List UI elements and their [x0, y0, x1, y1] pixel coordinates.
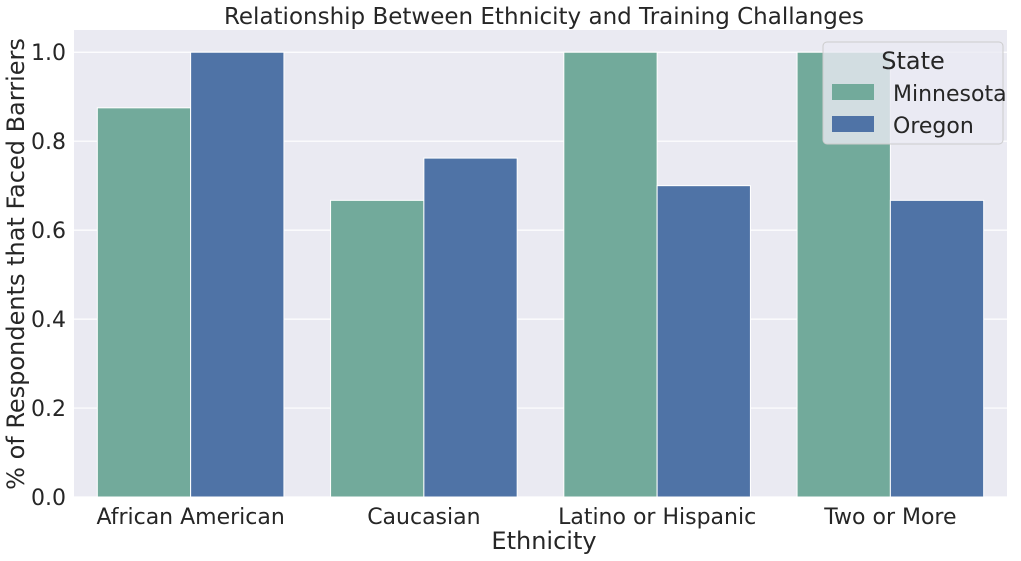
x-tick-label: African American — [96, 505, 284, 530]
y-tick-label: 0.2 — [31, 397, 66, 422]
y-tick-label: 1.0 — [31, 41, 66, 66]
legend-swatch-minnesota — [832, 84, 874, 100]
x-axis-label: Ethnicity — [491, 527, 596, 555]
bar-minnesota-0 — [96, 107, 192, 498]
y-axis-ticks: 0.0 0.2 0.4 0.6 0.8 1.0 — [31, 41, 66, 511]
bars — [96, 51, 985, 498]
x-axis-ticks: African American Caucasian Latino or Hispa… — [96, 505, 956, 530]
y-axis-label: % of Respondents that Faced Barriers — [2, 38, 30, 490]
bar-minnesota-2 — [563, 51, 658, 498]
y-tick-label: 0.0 — [31, 486, 66, 511]
bar-oregon-2 — [656, 185, 751, 498]
legend-label-oregon: Oregon — [893, 114, 974, 139]
y-tick-label: 0.4 — [31, 308, 66, 333]
legend-swatch-oregon — [832, 116, 874, 132]
bar-oregon-1 — [423, 157, 518, 498]
bar-oregon-3 — [889, 199, 985, 498]
x-tick-label: Caucasian — [367, 505, 480, 530]
bar-oregon-0 — [190, 51, 285, 498]
y-tick-label: 0.6 — [31, 219, 66, 244]
legend-title: State — [881, 47, 945, 75]
bar-minnesota-1 — [330, 199, 425, 498]
x-tick-label: Two or More — [823, 505, 956, 530]
y-tick-label: 0.8 — [31, 130, 66, 155]
legend-label-minnesota: Minnesota — [893, 82, 1007, 107]
chart-title: Relationship Between Ethnicity and Train… — [224, 4, 864, 30]
legend: State Minnesota Oregon — [822, 41, 1007, 145]
x-tick-label: Latino or Hispanic — [558, 505, 756, 530]
